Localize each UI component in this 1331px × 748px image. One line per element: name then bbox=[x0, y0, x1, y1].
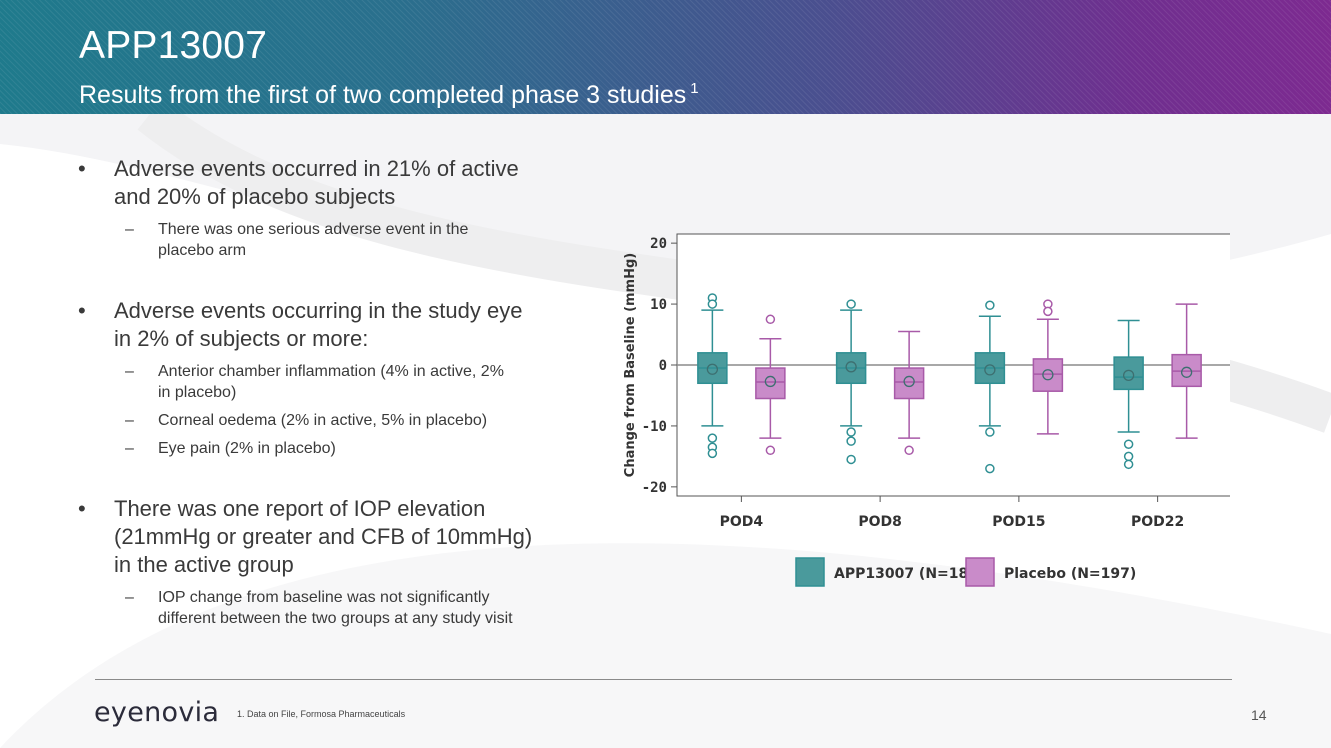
bullet-list: Adverse events occurred in 21% of active… bbox=[74, 155, 574, 629]
outlier-point bbox=[985, 463, 995, 474]
box-pod4-placebo bbox=[755, 367, 786, 400]
outlier-point bbox=[765, 445, 776, 456]
box-pod15-placebo bbox=[1032, 358, 1064, 392]
outlier-point bbox=[846, 436, 856, 446]
bullet-line: in 2% of subjects or more: bbox=[114, 326, 369, 351]
slide-header: APP13007 Results from the first of two c… bbox=[0, 0, 1331, 114]
mean-marker bbox=[845, 361, 857, 373]
bullet-line: (21mmHg or greater and CFB of 10mmHg) bbox=[114, 524, 533, 549]
sub-bullet-iop-change: – IOP change from baseline was not signi… bbox=[74, 587, 574, 629]
x-tick-label: POD8 bbox=[858, 514, 902, 530]
mean-marker bbox=[1042, 369, 1054, 381]
mean-marker bbox=[903, 375, 915, 388]
bullet-study-eye-events: Adverse events occurring in the study ey… bbox=[74, 297, 574, 353]
bullet-line: Adverse events occurred in 21% of active bbox=[114, 156, 519, 181]
sub-line: different between the two groups at any … bbox=[158, 610, 513, 627]
bullet-line: in the active group bbox=[114, 552, 294, 577]
outlier-point bbox=[1123, 439, 1134, 449]
sub-line: placebo arm bbox=[158, 242, 247, 259]
outlier-point bbox=[1123, 459, 1134, 470]
legend-label-placebo: Placebo (N=197) bbox=[1004, 566, 1136, 582]
sub-line: Eye pain (2% in placebo) bbox=[158, 440, 336, 457]
y-tick-label: 0 bbox=[659, 358, 667, 374]
outlier-point bbox=[846, 299, 856, 309]
sub-bullet-serious-event: – There was one serious adverse event in… bbox=[74, 219, 574, 261]
footnote: 1. Data on File, Formosa Pharmaceuticals bbox=[237, 709, 406, 719]
mean-marker bbox=[764, 375, 777, 388]
outlier-point bbox=[707, 433, 718, 443]
y-tick-label: -20 bbox=[642, 480, 667, 496]
page-number: 14 bbox=[1251, 707, 1267, 723]
bullet-line: Adverse events occurring in the study ey… bbox=[114, 298, 523, 323]
box-pod8-placebo bbox=[893, 367, 925, 400]
subtitle-reference: 1 bbox=[690, 80, 699, 97]
bullet-iop-elevation: There was one report of IOP elevation (2… bbox=[74, 495, 574, 579]
bullet-adverse-events: Adverse events occurred in 21% of active… bbox=[74, 155, 574, 211]
y-axis-label: Change from Baseline (mmHg) bbox=[623, 253, 638, 477]
outlier-point bbox=[707, 448, 718, 459]
bullet-line: and 20% of placebo subjects bbox=[114, 184, 396, 209]
slide-title: APP13007 bbox=[79, 24, 268, 67]
outlier-point bbox=[846, 454, 856, 465]
box-pod22-app13007 bbox=[1113, 356, 1144, 391]
legend-swatch-app13007 bbox=[795, 557, 825, 587]
box-plot-chart: 20 10 0 -10 -20 Change from Baseline (mmHg) PO… bbox=[623, 233, 1230, 587]
slide-subtitle: Results from the first of two completed … bbox=[79, 80, 699, 110]
mean-marker bbox=[1122, 369, 1135, 382]
y-tick-label: 20 bbox=[650, 236, 667, 252]
mean-marker bbox=[1180, 366, 1193, 378]
mean-marker bbox=[706, 363, 719, 375]
bullet-line: There was one report of IOP elevation bbox=[114, 496, 486, 521]
footer-divider bbox=[95, 679, 1232, 680]
x-tick-label: POD4 bbox=[720, 514, 764, 530]
outlier-point bbox=[1043, 306, 1053, 317]
outlier-point bbox=[707, 299, 718, 309]
outlier-point bbox=[765, 314, 776, 325]
sub-bullet-anterior-chamber: – Anterior chamber inflammation (4% in a… bbox=[74, 361, 574, 403]
mean-marker bbox=[984, 364, 996, 376]
outlier-point bbox=[1123, 451, 1134, 462]
sub-bullet-corneal-oedema: – Corneal oedema (2% in active, 5% in pl… bbox=[74, 410, 574, 431]
subtitle-text: Results from the first of two completed … bbox=[79, 81, 687, 109]
y-tick-label: 10 bbox=[650, 297, 667, 313]
sub-line: IOP change from baseline was not signifi… bbox=[158, 589, 490, 606]
y-tick-label: -10 bbox=[642, 419, 667, 435]
outlier-point bbox=[846, 427, 856, 437]
outlier-point bbox=[985, 427, 995, 437]
outlier-point bbox=[985, 300, 995, 311]
x-tick-label: POD15 bbox=[992, 514, 1045, 530]
sub-line: There was one serious adverse event in t… bbox=[158, 221, 469, 238]
x-tick-label: POD22 bbox=[1131, 514, 1184, 530]
sub-line: Corneal oedema (2% in active, 5% in plac… bbox=[158, 412, 488, 429]
legend-swatch-placebo bbox=[965, 557, 995, 587]
sub-bullet-eye-pain: – Eye pain (2% in placebo) bbox=[74, 438, 574, 459]
eyenovia-logo: eyenovia bbox=[94, 697, 220, 728]
sub-line: Anterior chamber inflammation (4% in act… bbox=[158, 363, 504, 380]
header-texture bbox=[0, 0, 1331, 114]
sub-line: in placebo) bbox=[158, 384, 237, 401]
legend-label-app13007: APP13007 (N=181) bbox=[834, 566, 984, 582]
outlier-point bbox=[904, 445, 914, 456]
